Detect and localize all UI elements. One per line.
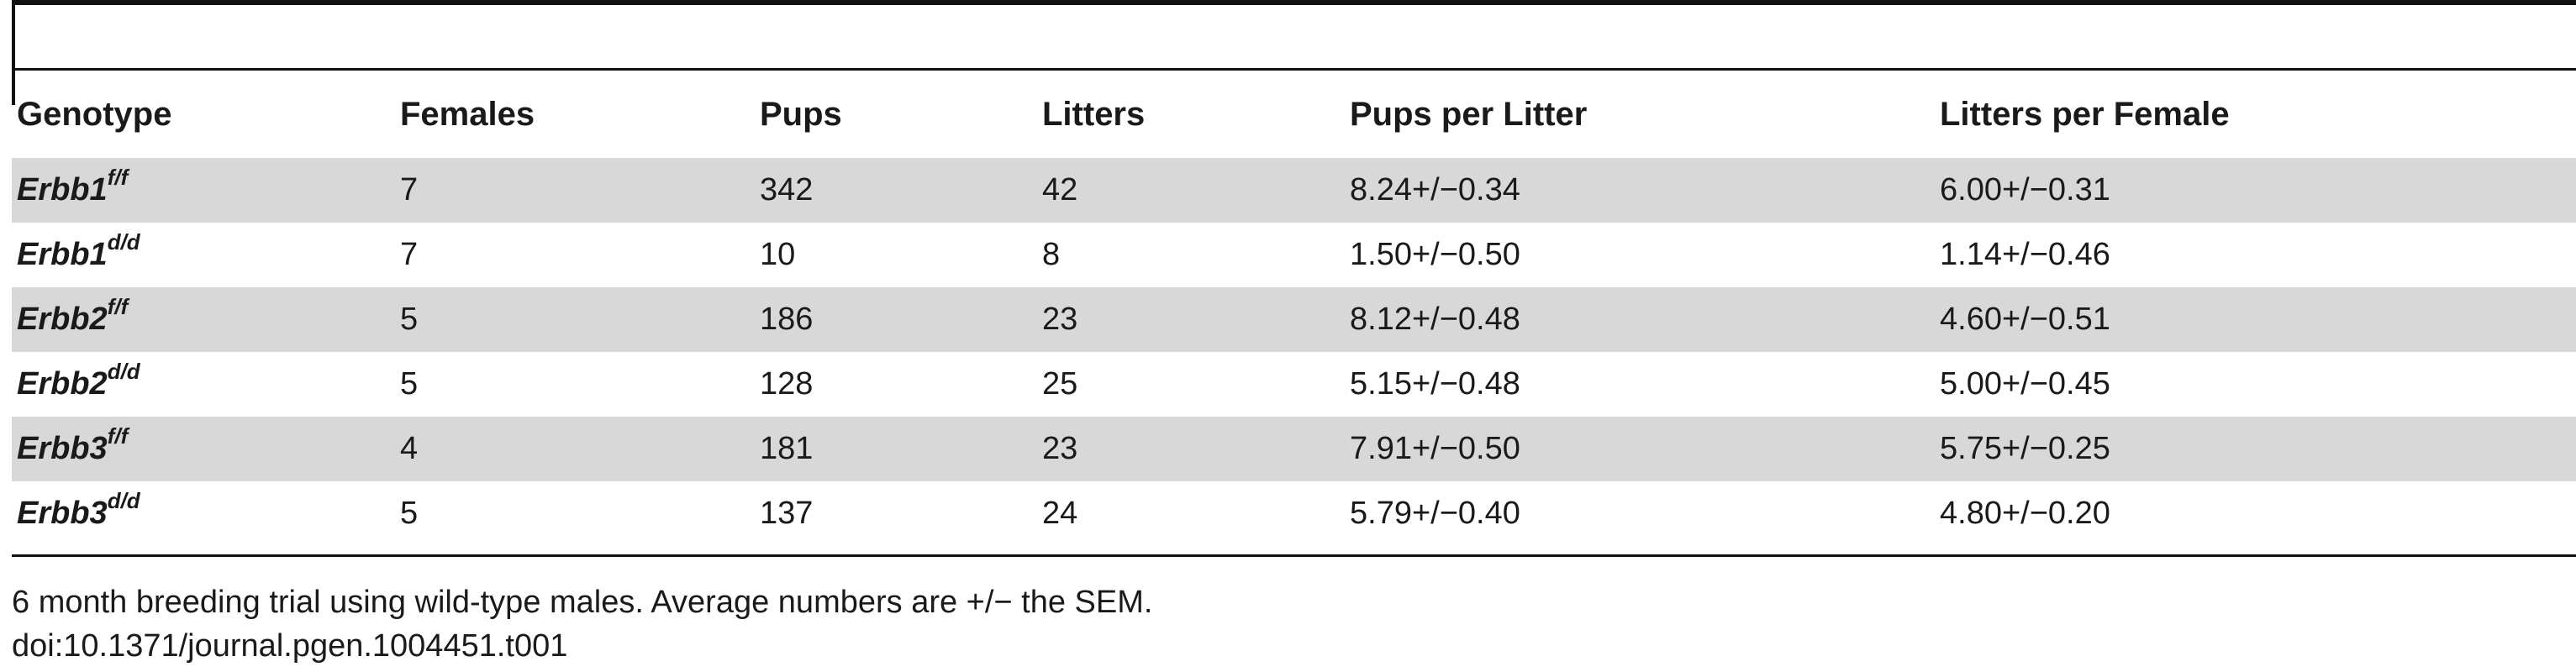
gene-name: Erbb3 xyxy=(17,431,108,466)
column-header-litters-per-female: Litters per Female xyxy=(1940,95,2230,133)
table-row: Erbb2d/d 5 128 25 5.15+/−0.48 5.00+/−0.4… xyxy=(12,352,2576,417)
table-header-row: Genotype Females Pups Litters Pups per L… xyxy=(12,71,2576,158)
pups-per-litter-cell: 7.91+/−0.50 xyxy=(1345,417,1935,481)
pups-per-litter-cell: 8.12+/−0.48 xyxy=(1345,287,1935,352)
pups-cell: 181 xyxy=(755,417,1037,481)
genotype-cell: Erbb3f/f xyxy=(12,417,395,481)
litters-per-female-cell: 4.60+/−0.51 xyxy=(1935,287,2576,352)
column-header-litters: Litters xyxy=(1042,95,1146,133)
litters-cell: 25 xyxy=(1042,366,1078,402)
females-cell: 5 xyxy=(400,366,419,402)
litters-per-female-cell: 1.14+/−0.46 xyxy=(1940,237,2110,272)
allele-superscript: f/f xyxy=(107,294,129,320)
genotype-cell: Erbb2d/d xyxy=(12,352,395,417)
pups-per-litter-cell: 1.50+/−0.50 xyxy=(1350,237,1520,272)
allele-superscript: d/d xyxy=(107,359,140,385)
females-cell: 5 xyxy=(400,496,419,531)
pups-cell: 137 xyxy=(760,496,814,531)
genotype-cell: Erbb3d/d xyxy=(12,481,395,546)
gene-name: Erbb3 xyxy=(17,496,108,531)
litters-cell: 23 xyxy=(1037,287,1345,352)
litters-per-female-cell: 4.80+/−0.20 xyxy=(1940,496,2110,531)
table-row: Erbb1f/f 7 342 42 8.24+/−0.34 6.00+/−0.3… xyxy=(12,158,2576,223)
column-header-females: Females xyxy=(400,95,535,133)
table-doi: doi:10.1371/journal.pgen.1004451.t001 xyxy=(12,628,568,664)
pups-per-litter-cell: 5.15+/−0.48 xyxy=(1350,366,1520,402)
genotype-cell: Erbb1f/f xyxy=(12,158,395,223)
pups-cell: 186 xyxy=(755,287,1037,352)
litters-per-female-cell: 5.00+/−0.45 xyxy=(1940,366,2110,402)
litters-per-female-cell: 5.75+/−0.25 xyxy=(1935,417,2576,481)
table-top-rule xyxy=(12,0,2576,5)
pups-cell: 10 xyxy=(760,237,796,272)
table-row: Erbb3f/f 4 181 23 7.91+/−0.50 5.75+/−0.2… xyxy=(12,417,2576,481)
column-header-genotype: Genotype xyxy=(17,95,172,133)
gene-name: Erbb1 xyxy=(17,237,108,272)
pups-per-litter-cell: 8.24+/−0.34 xyxy=(1345,158,1935,223)
pups-per-litter-cell: 5.79+/−0.40 xyxy=(1350,496,1520,531)
allele-superscript: d/d xyxy=(107,229,140,255)
females-cell: 5 xyxy=(395,287,755,352)
allele-superscript: f/f xyxy=(107,165,129,191)
litters-cell: 23 xyxy=(1037,417,1345,481)
allele-superscript: d/d xyxy=(107,488,140,514)
breeding-trial-table: Genotype Females Pups Litters Pups per L… xyxy=(12,71,2576,546)
gene-name: Erbb2 xyxy=(17,366,108,402)
pups-cell: 342 xyxy=(755,158,1037,223)
table-row: Erbb3d/d 5 137 24 5.79+/−0.40 4.80+/−0.2… xyxy=(12,481,2576,546)
table-bottom-rule xyxy=(12,554,2576,557)
table-row: Erbb1d/d 7 10 8 1.50+/−0.50 1.14+/−0.46 xyxy=(12,223,2576,287)
females-cell: 7 xyxy=(400,237,419,272)
litters-cell: 8 xyxy=(1042,237,1061,272)
column-header-pups: Pups xyxy=(760,95,842,133)
females-cell: 7 xyxy=(395,158,755,223)
genotype-cell: Erbb1d/d xyxy=(12,223,395,287)
gene-name: Erbb2 xyxy=(17,302,108,337)
table-footnote: 6 month breeding trial using wild-type m… xyxy=(12,585,1153,620)
pups-cell: 128 xyxy=(760,366,814,402)
litters-per-female-cell: 6.00+/−0.31 xyxy=(1935,158,2576,223)
females-cell: 4 xyxy=(395,417,755,481)
column-header-pups-per-litter: Pups per Litter xyxy=(1350,95,1588,133)
litters-cell: 24 xyxy=(1042,496,1078,531)
genotype-cell: Erbb2f/f xyxy=(12,287,395,352)
allele-superscript: f/f xyxy=(107,423,129,449)
table-left-edge xyxy=(12,0,15,105)
gene-name: Erbb1 xyxy=(17,172,108,207)
table-row: Erbb2f/f 5 186 23 8.12+/−0.48 4.60+/−0.5… xyxy=(12,287,2576,352)
header-top-rule xyxy=(12,68,2576,71)
litters-cell: 42 xyxy=(1037,158,1345,223)
